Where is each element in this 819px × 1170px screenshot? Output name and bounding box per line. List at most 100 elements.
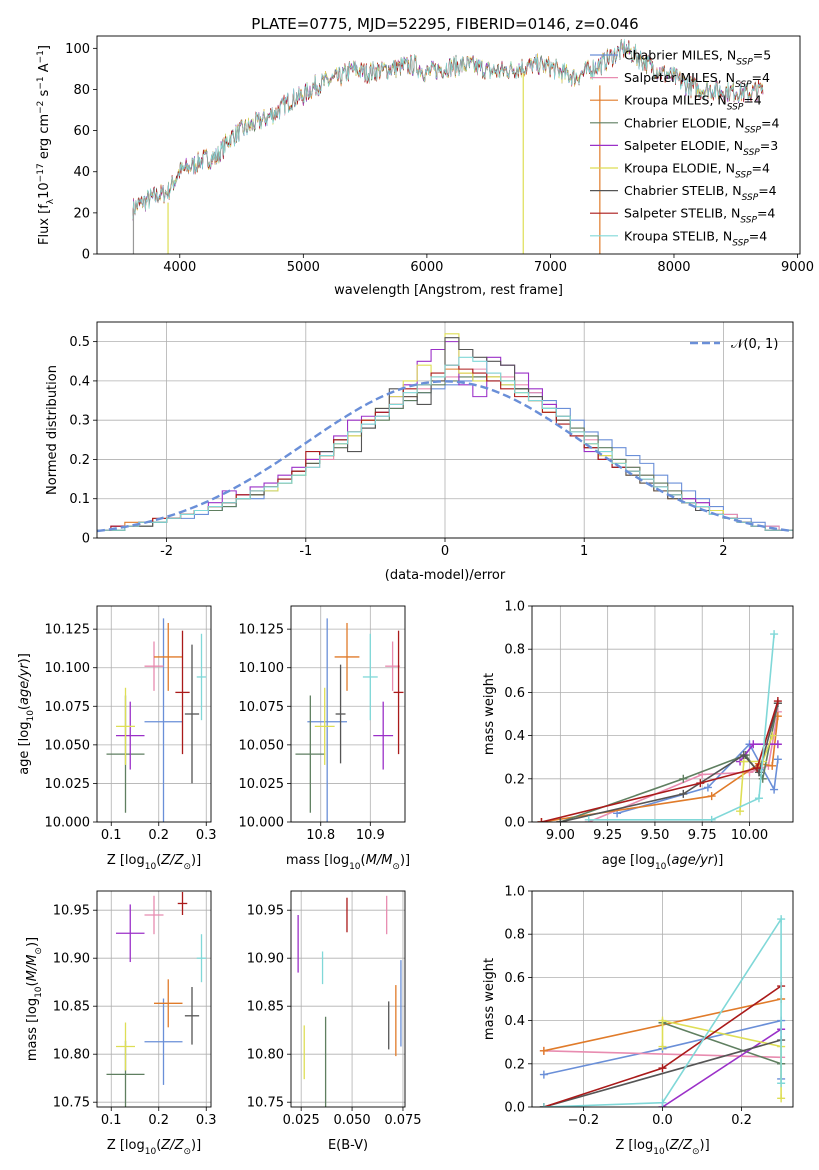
weight-marker xyxy=(679,774,688,783)
x-tick-label: 10.8 xyxy=(306,828,335,843)
weight-series-line xyxy=(543,916,782,1107)
weight-z-axes: −0.2 0.0 0.2 0.0 0.2 0.4 0.6 0.8 1.0 xyxy=(504,885,794,1128)
weight-marker xyxy=(658,1016,667,1025)
data-point xyxy=(184,644,200,784)
axes-frame xyxy=(96,890,212,1108)
weight-series-line xyxy=(661,1019,782,1099)
axes-frame xyxy=(96,605,212,823)
y-axis-label: mass [log10(M/M⊙)] xyxy=(25,937,44,1061)
weight-marker xyxy=(754,794,763,803)
x-tick-label: 0.3 xyxy=(196,1113,217,1128)
y-tick-label: 100 xyxy=(65,42,90,57)
data-point xyxy=(116,687,135,765)
weight-marker xyxy=(539,1103,548,1107)
data-point xyxy=(116,1022,135,1071)
data-point xyxy=(334,622,360,691)
axes-frame xyxy=(96,321,794,539)
x-tick-label: 9.75 xyxy=(688,828,717,843)
y-tick-label: 10.100 xyxy=(45,661,91,676)
y-axis-label: Normed distribution xyxy=(45,365,60,495)
x-tick-label: 5000 xyxy=(287,260,320,275)
y-tick-label: 10.80 xyxy=(53,1048,90,1063)
axes-frame xyxy=(290,890,406,1108)
weight-marker xyxy=(584,815,593,822)
legend-label: Kroupa ELODIE, NSSP=4 xyxy=(624,161,770,181)
x-tick-label: 1 xyxy=(580,544,588,559)
y-tick-label: 0.5 xyxy=(69,335,90,350)
y-tick-label: 10.90 xyxy=(53,952,90,967)
y-tick-label: 1.0 xyxy=(504,600,525,615)
y-tick-label: 0.4 xyxy=(69,374,90,389)
y-tick-label: 0.0 xyxy=(504,816,525,831)
y-axis-label: mass weight xyxy=(482,958,497,1040)
age-mass-axes: 10.8 10.9 10.000 10.025 10.050 10.075 10.100 10… xyxy=(239,605,406,843)
weight-marker xyxy=(773,755,782,764)
weight-marker xyxy=(777,1094,786,1103)
x-tick-label: 0.1 xyxy=(101,1113,122,1128)
weight-marker xyxy=(703,783,712,792)
x-tick-label: 9.25 xyxy=(593,828,622,843)
data-point xyxy=(335,664,346,764)
x-tick-label: 0.050 xyxy=(333,1113,370,1128)
data-point xyxy=(175,630,190,755)
age-z-axes: 0.1 0.2 0.3 10.000 10.025 10.050 10.075 10.100 1… xyxy=(45,605,217,843)
x-tick-label: 0.2 xyxy=(148,1113,169,1128)
y-tick-label: 10.95 xyxy=(247,904,284,919)
y-tick-label: 10.90 xyxy=(247,952,284,967)
mass-z-axes: 0.1 0.2 0.3 10.75 10.80 10.85 10.90 10.95 xyxy=(53,890,217,1128)
y-tick-label: 10.125 xyxy=(239,623,285,638)
weight-marker xyxy=(539,1046,548,1055)
spectrum-line xyxy=(132,38,764,219)
y-tick-label: 0.4 xyxy=(504,1014,525,1029)
y-tick-label: 10.050 xyxy=(239,738,285,753)
y-tick-label: 0.6 xyxy=(504,686,525,701)
y-tick-label: 10.050 xyxy=(45,738,91,753)
x-tick-label: −0.2 xyxy=(568,1113,600,1128)
weight-marker xyxy=(696,779,705,788)
y-tick-label: 40 xyxy=(73,165,90,180)
legend-label: Kroupa STELIB, NSSP=4 xyxy=(624,228,767,248)
y-tick-label: 10.100 xyxy=(239,661,285,676)
y-tick-label: 10.85 xyxy=(247,1000,284,1015)
weight-marker xyxy=(736,807,745,816)
x-axis-label: (data-model)/error xyxy=(385,568,506,583)
y-tick-label: 0.3 xyxy=(69,414,90,429)
legend-label: Salpeter STELIB, NSSP=4 xyxy=(624,206,775,226)
data-point xyxy=(184,987,200,1045)
legend-label: Chabrier ELODIE, NSSP=4 xyxy=(624,115,779,135)
weight-marker xyxy=(658,1064,667,1073)
data-point xyxy=(177,891,188,915)
data-point xyxy=(116,904,145,963)
weight-marker xyxy=(658,1042,667,1051)
x-tick-label: 0.0 xyxy=(652,1113,673,1128)
y-axis-label: mass weight xyxy=(482,673,497,755)
weight-marker xyxy=(739,751,748,760)
axes-frame xyxy=(531,605,794,823)
x-tick-label: 0.2 xyxy=(731,1113,752,1128)
data-point xyxy=(295,695,326,813)
data-point xyxy=(362,633,378,721)
data-point xyxy=(314,687,335,765)
x-axis-label: age [log10(age/yr)] xyxy=(602,853,724,872)
x-tick-label: 0.025 xyxy=(283,1113,320,1128)
weight-series-line xyxy=(739,735,773,812)
weight-series-line xyxy=(543,1050,782,1059)
normal-curve xyxy=(97,380,793,533)
weight-marker xyxy=(770,785,779,794)
weight-marker xyxy=(773,740,782,749)
weight-series-line xyxy=(588,634,775,821)
y-tick-label: 10.75 xyxy=(247,1096,284,1111)
data-point xyxy=(154,979,183,1028)
legend-label: 𝒩(0, 1) xyxy=(731,337,778,352)
data-point xyxy=(144,641,164,691)
x-tick-label: 7000 xyxy=(534,260,567,275)
axes-frame xyxy=(96,35,801,255)
y-tick-label: 10.075 xyxy=(45,700,91,715)
data-point xyxy=(373,701,394,770)
weight-age-axes: 9.00 9.25 9.50 9.75 10.00 0.0 0.2 0.4 0.6 0.8 1.0 xyxy=(504,600,794,843)
legend-label: Chabrier STELIB, NSSP=4 xyxy=(624,183,777,203)
x-axis-label: Z [log10(Z/Z⊙)] xyxy=(615,1138,709,1157)
weight-marker xyxy=(679,789,688,798)
y-tick-label: 10.75 xyxy=(53,1096,90,1111)
